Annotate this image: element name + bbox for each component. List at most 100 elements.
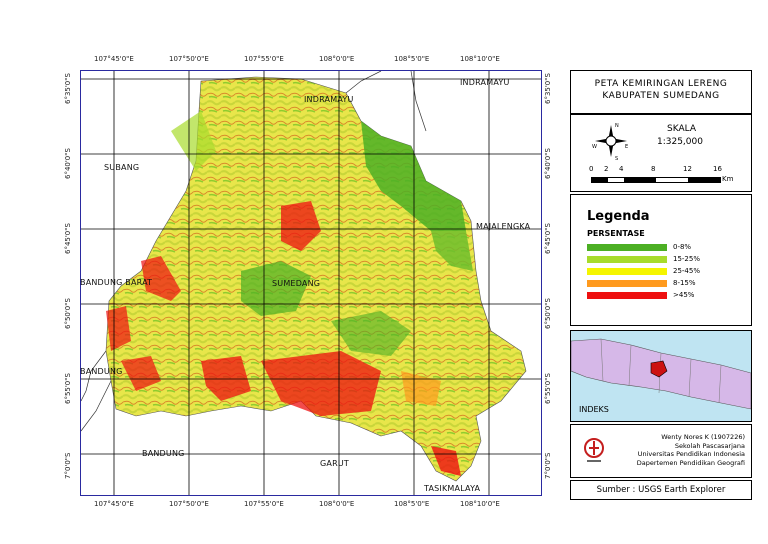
- lowland-zone: [431, 231, 473, 271]
- tick-left: 6°55'0"S: [64, 373, 72, 404]
- scale-box: N S E W SKALA 1:325,000 0 2 4 8 12 16 Km: [570, 114, 752, 192]
- label-bandung-west: BANDUNG: [80, 367, 123, 376]
- legend-swatch: [587, 291, 667, 299]
- scale-bar: [591, 177, 721, 183]
- label-majalengka: MAJALENGKA: [476, 222, 531, 231]
- legend-swatch: [587, 279, 667, 287]
- index-map: [571, 338, 751, 410]
- svg-text:S: S: [615, 156, 618, 161]
- tick-bottom: 108°10'0"E: [460, 500, 500, 508]
- legend-item: 25-45%: [587, 265, 700, 277]
- legend-label: 15-25%: [673, 255, 700, 263]
- tick-right: 7°0'0"S: [544, 452, 552, 479]
- label-sumedang: SUMEDANG: [272, 279, 321, 288]
- legend-label: 0-8%: [673, 243, 692, 251]
- sumedang-highlight: [650, 360, 668, 378]
- credits-text: Wenty Nores K (1907226) Sekolah Pascasar…: [611, 433, 745, 467]
- index-label: INDEKS: [579, 405, 609, 414]
- label-bandung-south: BANDUNG: [142, 449, 185, 458]
- tick-right: 6°55'0"S: [544, 373, 552, 404]
- legend-label: 25-45%: [673, 267, 700, 275]
- university-logo-icon: [584, 438, 604, 462]
- tick-bottom: 108°5'0"E: [394, 500, 430, 508]
- neighbor-boundary: [81, 350, 107, 402]
- lowland-zone: [331, 311, 411, 356]
- graticule: [81, 71, 541, 495]
- source-box: Sumber : USGS Earth Explorer: [570, 480, 752, 500]
- svg-text:N: N: [615, 123, 619, 129]
- tick-left: 6°45'0"S: [64, 223, 72, 254]
- tick-left: 6°40'0"S: [64, 148, 72, 179]
- tick-top: 108°10'0"E: [460, 55, 500, 63]
- lowland-zone: [361, 121, 466, 231]
- map-title-line1: PETA KEMIRINGAN LERENG: [594, 79, 728, 89]
- tick-bottom: 107°50'0"E: [169, 500, 209, 508]
- scale-tick: 12: [683, 165, 692, 173]
- legend-subheading: PERSENTASE: [587, 229, 645, 238]
- map-frame: [80, 70, 542, 496]
- tick-bottom: 107°55'0"E: [244, 500, 284, 508]
- tick-right: 6°45'0"S: [544, 223, 552, 254]
- steep-zone: [201, 356, 251, 401]
- svg-text:W: W: [592, 144, 597, 150]
- steep-zone: [401, 371, 441, 406]
- legend-item: >45%: [587, 289, 700, 301]
- credit-department: Dapertemen Pendidikan Geografi: [636, 458, 745, 467]
- tick-left: 6°35'0"S: [64, 73, 72, 104]
- credits-box: Wenty Nores K (1907226) Sekolah Pascasar…: [570, 424, 752, 478]
- tick-top: 107°50'0"E: [169, 55, 209, 63]
- scale-tick: 8: [651, 165, 656, 173]
- tick-top: 108°0'0"E: [319, 55, 355, 63]
- legend-heading: Legenda: [587, 209, 650, 224]
- tick-top: 108°5'0"E: [394, 55, 430, 63]
- tick-top: 107°55'0"E: [244, 55, 284, 63]
- scale-tick: 0: [589, 165, 594, 173]
- credit-university: Universitas Pendidikan Indonesia: [637, 450, 745, 458]
- legend-item: 0-8%: [587, 241, 700, 253]
- neighbor-boundary: [81, 380, 112, 432]
- tick-right: 6°50'0"S: [544, 298, 552, 329]
- tick-right: 6°35'0"S: [544, 73, 552, 104]
- scale-label: SKALA: [667, 124, 696, 134]
- map-canvas: [81, 71, 541, 495]
- legend-list: 0-8% 15-25% 25-45% 8-15% >45%: [587, 241, 700, 301]
- neighbor-boundary: [345, 71, 382, 94]
- tick-left: 7°0'0"S: [64, 452, 72, 479]
- steep-zone: [106, 306, 131, 351]
- label-indramayu: INDRAMAYU: [304, 95, 354, 104]
- steep-zone: [261, 351, 381, 416]
- legend-label: 8-15%: [673, 279, 696, 287]
- credit-school: Sekolah Pascasarjana: [674, 441, 745, 450]
- neighbor-boundary: [410, 71, 427, 132]
- source-text: Sumber : USGS Earth Explorer: [596, 485, 726, 495]
- map-title-line2: KABUPATEN SUMEDANG: [602, 91, 720, 101]
- steep-zone: [141, 256, 181, 301]
- steep-zone: [431, 446, 461, 476]
- label-bandung-barat: BANDUNG BARAT: [80, 278, 153, 287]
- steep-zone: [121, 356, 161, 391]
- label-indramayu-east: INDRAMAYU: [460, 78, 510, 87]
- scale-value: 1:325,000: [657, 137, 703, 147]
- legend-swatch: [587, 267, 667, 275]
- index-box: INDEKS: [570, 330, 752, 422]
- tick-left: 6°50'0"S: [64, 298, 72, 329]
- scale-tick: 4: [619, 165, 624, 173]
- svg-text:E: E: [625, 144, 628, 150]
- tick-bottom: 108°0'0"E: [319, 500, 355, 508]
- scale-tick: 16: [713, 165, 722, 173]
- scale-tick: 2: [604, 165, 609, 173]
- legend-label: >45%: [673, 291, 695, 299]
- compass-icon: N S E W: [592, 123, 628, 161]
- legend-item: 8-15%: [587, 277, 700, 289]
- legend-box: Legenda PERSENTASE 0-8% 15-25% 25-45% 8-…: [570, 194, 752, 326]
- tick-top: 107°45'0"E: [94, 55, 134, 63]
- lowland-zone: [241, 261, 311, 316]
- tick-right: 6°40'0"S: [544, 148, 552, 179]
- label-subang: SUBANG: [104, 163, 140, 172]
- legend-item: 15-25%: [587, 253, 700, 265]
- title-box: PETA KEMIRINGAN LERENG KABUPATEN SUMEDAN…: [570, 70, 752, 114]
- scale-unit: Km: [722, 175, 734, 183]
- label-garut: GARUT: [320, 459, 349, 468]
- legend-swatch: [587, 243, 667, 251]
- steep-zone: [281, 201, 321, 251]
